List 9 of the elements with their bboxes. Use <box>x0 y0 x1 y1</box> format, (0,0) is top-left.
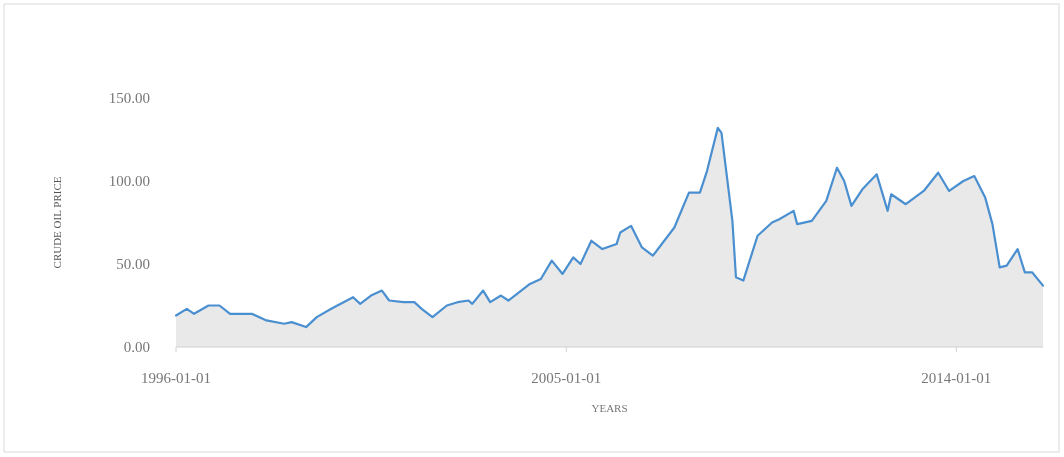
y-tick-label: 150.00 <box>108 90 150 107</box>
y-tick-label: 100.00 <box>108 173 150 190</box>
x-tick-label: 1996-01-01 <box>141 370 211 387</box>
y-axis-title: CRUDE OIL PRICE <box>51 176 63 269</box>
x-tick-label: 2005-01-01 <box>531 370 602 387</box>
y-tick-label: 50.00 <box>116 256 150 273</box>
y-tick-label: 0.00 <box>123 339 150 356</box>
x-tick-label: 2014-01-01 <box>921 370 992 387</box>
x-axis-title: YEARS <box>591 402 628 414</box>
